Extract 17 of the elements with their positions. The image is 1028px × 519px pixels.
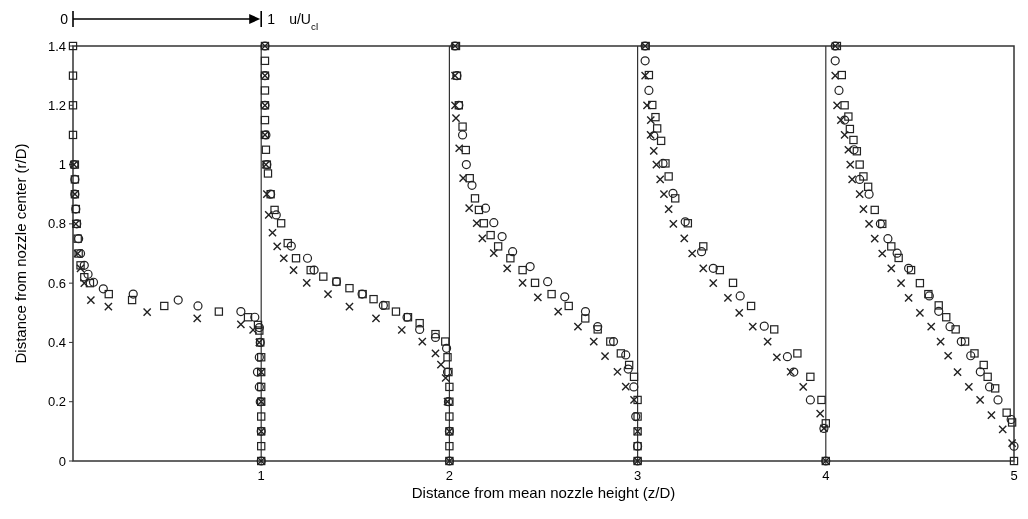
- y-tick-label: 0.8: [47, 216, 66, 232]
- y-tick-label: 1.4: [47, 38, 66, 54]
- x-axis-title: Distance from mean nozzle height (z/D): [411, 484, 676, 501]
- y-tick-label: 1.2: [47, 97, 66, 113]
- y-tick-label: 0: [58, 453, 66, 469]
- x-tick-label: 4: [822, 468, 830, 483]
- x-tick-label: 3: [633, 468, 642, 483]
- y-axis-title: Distance from nozzle center (r/D): [12, 143, 29, 364]
- x-tick-label: 2: [445, 468, 454, 483]
- y-tick-label: 0.2: [47, 394, 66, 410]
- x-tick-label: 1: [257, 468, 265, 483]
- y-tick-label: 0.4: [47, 334, 66, 350]
- text: u/U$_{cl}$: [289, 10, 319, 32]
- y-tick-label: 0.6: [47, 275, 66, 291]
- y-tick-label: 1: [58, 157, 66, 173]
- x-tick-label: 5: [1010, 468, 1018, 483]
- text: 1: [267, 10, 276, 27]
